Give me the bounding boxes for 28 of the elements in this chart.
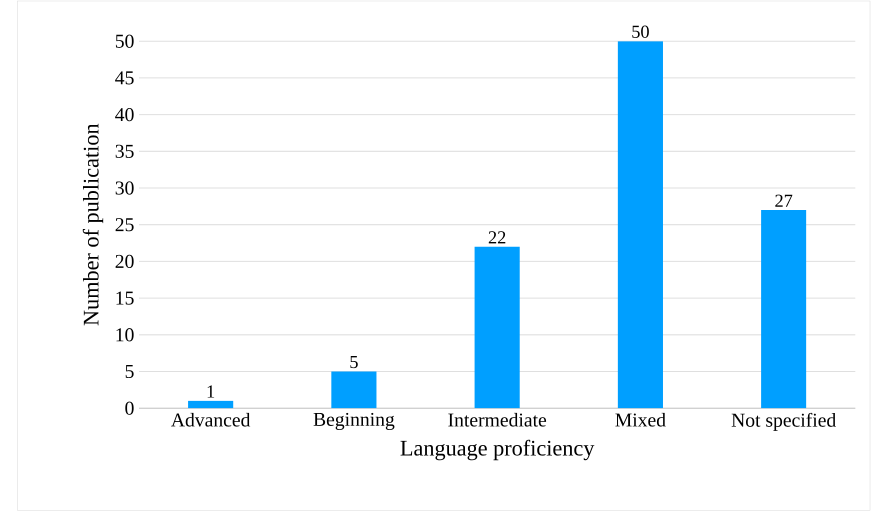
bar [331, 371, 376, 408]
data-label: 50 [632, 25, 649, 38]
x-tick-label: Not specified [732, 412, 836, 431]
y-tick-label: 45 [115, 71, 134, 84]
data-label: 1 [208, 385, 214, 398]
bar [474, 246, 520, 408]
x-tick-label: Mixed [615, 412, 666, 427]
y-tick-label: 0 [125, 401, 134, 415]
y-tick-label: 15 [116, 291, 134, 305]
y-axis-title: Number of publication [82, 124, 104, 326]
x-tick-label: Advanced [171, 412, 250, 427]
y-tick-label: 25 [116, 218, 134, 232]
data-label: 5 [350, 356, 358, 368]
bar [618, 41, 663, 408]
x-axis-title: Language proficiency [400, 440, 594, 460]
y-tick-label: 5 [126, 364, 134, 378]
y-tick-label: 35 [116, 144, 134, 158]
bar [188, 400, 234, 408]
data-label: 27 [775, 194, 792, 207]
data-label: 22 [488, 231, 506, 244]
y-tick-label: 20 [116, 254, 134, 268]
y-tick-label: 40 [115, 108, 134, 122]
y-tick-label: 10 [116, 328, 134, 342]
y-tick-label: 30 [116, 181, 134, 195]
x-tick-label: Intermediate [448, 412, 546, 427]
x-tick-label: Beginning [314, 412, 394, 430]
bar [761, 210, 806, 408]
y-tick-label: 50 [116, 34, 134, 48]
